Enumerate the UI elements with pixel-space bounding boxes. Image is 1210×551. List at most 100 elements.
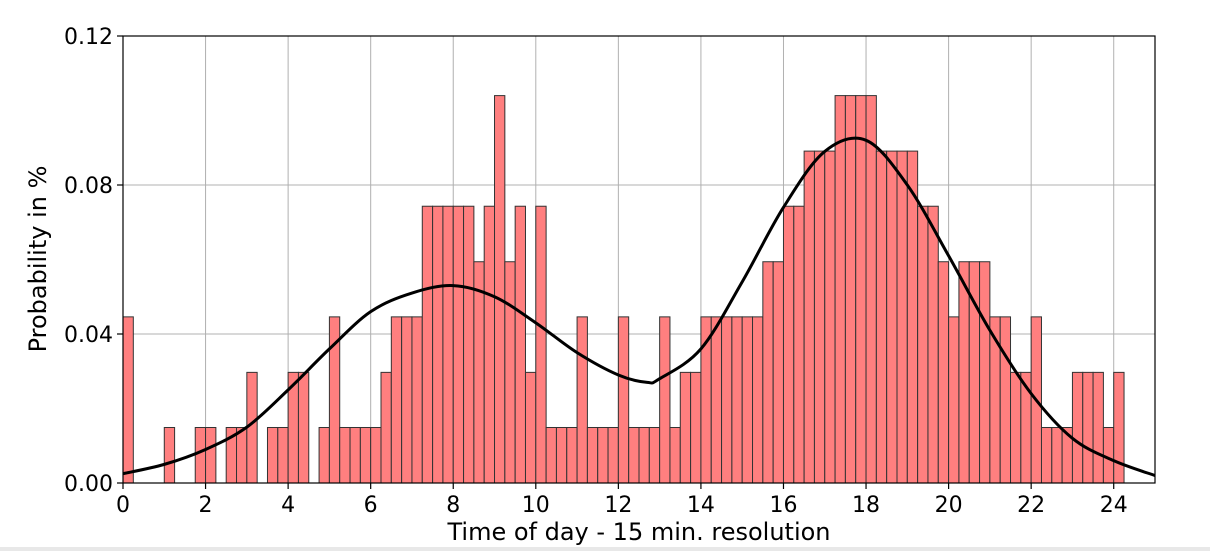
- histogram-bar: [463, 205, 475, 484]
- histogram-bar: [896, 150, 908, 484]
- histogram-bar: [762, 261, 774, 484]
- histogram-bar: [586, 426, 599, 484]
- x-tick-label: 24: [1100, 493, 1128, 518]
- histogram-bar: [1051, 426, 1063, 484]
- histogram-bar: [855, 95, 867, 484]
- histogram-bar: [886, 150, 898, 484]
- histogram-bar: [741, 316, 754, 484]
- histogram-bar: [607, 426, 619, 484]
- histogram-bar: [752, 316, 764, 484]
- x-tick-label: 12: [604, 493, 632, 518]
- histogram-bar: [659, 316, 671, 484]
- histogram-bar: [483, 205, 496, 484]
- histogram-bar: [555, 426, 568, 484]
- histogram-bar: [514, 205, 526, 484]
- histogram-bar: [638, 426, 650, 484]
- histogram-bar: [958, 261, 970, 484]
- histogram-bar: [834, 95, 846, 484]
- x-tick-label: 22: [1017, 493, 1045, 518]
- x-tick-label: 18: [852, 493, 880, 518]
- y-tick-label: 0.08: [64, 174, 113, 199]
- histogram-bar: [545, 426, 557, 484]
- histogram-bar: [710, 316, 723, 484]
- histogram-bar: [277, 426, 289, 484]
- density-fit-curve: [122, 136, 1156, 477]
- y-tick-label: 0.04: [64, 323, 113, 348]
- histogram-bar: [813, 150, 826, 484]
- histogram-bar: [442, 205, 454, 484]
- y-tick-label: 0.00: [64, 472, 113, 497]
- histogram-bar: [1040, 426, 1053, 484]
- plot-frame: [122, 35, 1156, 484]
- histogram-bar: [824, 150, 836, 484]
- x-tick-label: 4: [281, 493, 295, 518]
- histogram-bar: [844, 95, 857, 484]
- x-axis-label: Time of day - 15 min. resolution: [446, 518, 830, 546]
- histogram-bar: [266, 426, 279, 484]
- histogram-bar: [690, 371, 702, 484]
- y-tick-labels: 0.00 0.04 0.08 0.12: [64, 25, 113, 497]
- histogram-bars: [122, 95, 1125, 484]
- histogram-bar: [349, 426, 361, 484]
- x-tick-label: 16: [769, 493, 797, 518]
- histogram-bar: [452, 205, 465, 484]
- x-tick-label: 0: [116, 493, 130, 518]
- histogram-bar: [524, 371, 537, 484]
- histogram-bar: [1092, 371, 1104, 484]
- histogram-bar: [504, 261, 516, 484]
- histogram-bar: [669, 426, 681, 484]
- histogram-bar: [948, 316, 960, 484]
- histogram-bar: [359, 426, 372, 484]
- histogram-bar: [793, 205, 805, 484]
- window-bottom-edge: [0, 547, 1210, 551]
- histogram-bar: [803, 150, 815, 484]
- histogram-bar: [494, 95, 506, 484]
- histogram-bar: [122, 316, 134, 484]
- histogram-bar: [979, 261, 991, 484]
- x-tick-label: 2: [199, 493, 213, 518]
- x-tick-label: 6: [364, 493, 378, 518]
- histogram-bar: [205, 426, 217, 484]
- histogram-bar: [473, 261, 485, 484]
- histogram-bar: [390, 316, 403, 484]
- histogram-bar: [339, 426, 351, 484]
- histogram-bar: [401, 316, 413, 484]
- histogram-bar: [772, 261, 784, 484]
- histogram-bar: [731, 316, 743, 484]
- histogram-bar: [370, 426, 382, 484]
- histogram-bar: [927, 205, 939, 484]
- histogram-bar: [628, 426, 640, 484]
- x-tick-label: 14: [687, 493, 715, 518]
- histogram-bar: [865, 95, 877, 484]
- histogram-bar: [1071, 371, 1084, 484]
- histogram-bar: [1010, 371, 1022, 484]
- x-tick-labels: 0 2 4 6 8 10 12 14 16 18 20 22 24: [116, 493, 1128, 518]
- histogram-bar: [380, 371, 392, 484]
- histogram-bar: [782, 205, 795, 484]
- histogram-bar: [1082, 371, 1094, 484]
- histogram-bar: [937, 261, 950, 484]
- histogram-bar: [679, 371, 692, 484]
- histogram-bar: [421, 205, 434, 484]
- y-axis-label: Probability in %: [24, 166, 52, 353]
- histogram-bar: [597, 426, 609, 484]
- histogram-bar: [163, 426, 176, 484]
- histogram-bar: [576, 316, 588, 484]
- histogram-bar: [999, 316, 1012, 484]
- x-tick-label: 10: [522, 493, 550, 518]
- histogram-bar: [989, 316, 1001, 484]
- histogram-bar: [236, 426, 248, 484]
- histogram-bar: [875, 150, 888, 484]
- histogram-bar: [297, 371, 310, 484]
- histogram-bar: [721, 316, 733, 484]
- histogram-bar: [194, 426, 207, 484]
- histogram-bar: [1113, 371, 1125, 484]
- histogram-bar: [648, 426, 661, 484]
- histogram-bar: [617, 316, 630, 484]
- x-tick-label: 8: [446, 493, 460, 518]
- histogram-bar: [566, 426, 578, 484]
- histogram-bar: [432, 205, 444, 484]
- histogram-bar: [318, 426, 330, 484]
- histogram-bar: [411, 316, 423, 484]
